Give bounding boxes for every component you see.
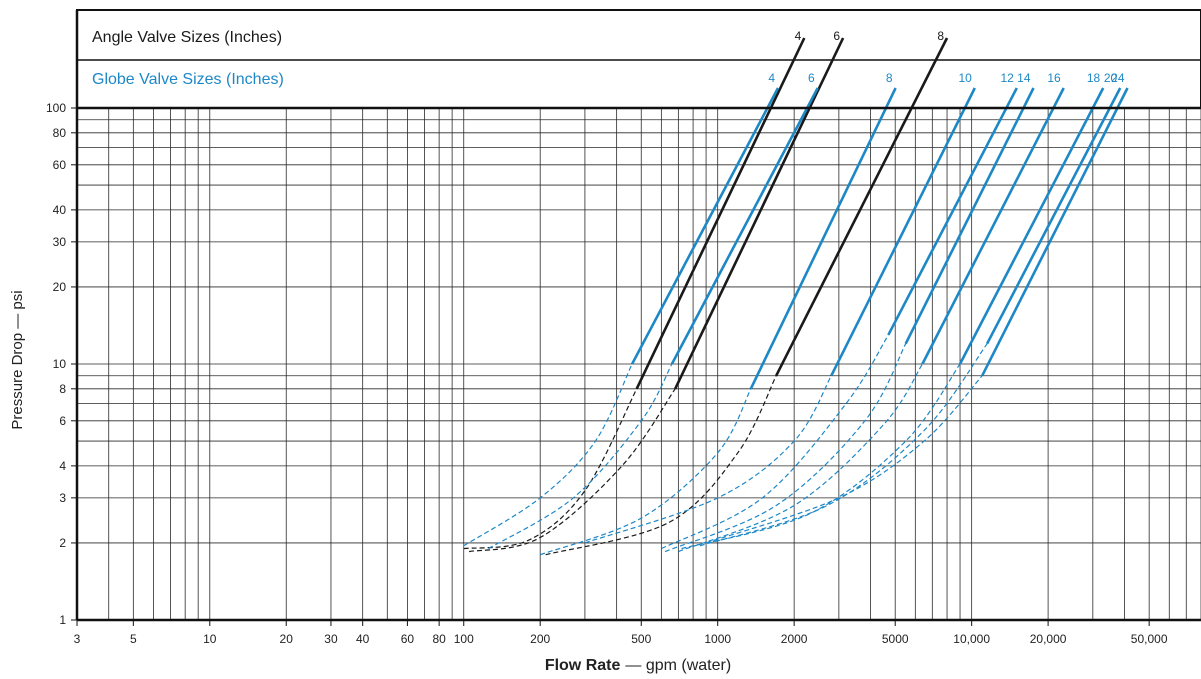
globe-valve-24-series: 24 (705, 71, 1129, 544)
dashed-curve (678, 363, 923, 553)
y-tick-label: 8 (59, 382, 66, 396)
globe-size-label: 18 (1087, 71, 1101, 85)
angle-valve-4-series: 4 (463, 29, 806, 550)
x-tick-label: 80 (432, 632, 446, 646)
x-tick-label: 10,000 (953, 632, 990, 646)
dashed-curve (661, 334, 889, 550)
globe-size-label: 8 (886, 71, 893, 85)
globe-valve-20-series: 20 (699, 71, 1122, 547)
y-tick-label: 3 (59, 491, 66, 505)
globe-size-label: 16 (1047, 71, 1061, 85)
y-tick-label: 30 (53, 235, 67, 249)
solid-line (670, 87, 819, 365)
angle-valve-6-series: 6 (468, 29, 845, 553)
y-tick-label: 6 (59, 414, 66, 428)
dashed-curve (463, 388, 638, 550)
x-axis-label: Flow Rate — gpm (water) (545, 657, 731, 674)
globe-valve-12-series: 12 (661, 71, 1018, 550)
angle-size-label: 8 (937, 29, 944, 43)
valve-size-header: Angle Valve Sizes (Inches) Globe Valve S… (76, 9, 1201, 109)
dashed-curve (539, 388, 752, 556)
y-tick-label: 2 (59, 536, 66, 550)
globe-valve-18-series: 18 (681, 71, 1105, 550)
dashed-curve (705, 375, 983, 544)
solid-line (985, 87, 1122, 345)
x-tick-label: 1000 (704, 632, 731, 646)
globe-size-label: 6 (808, 71, 815, 85)
x-tick-label: 40 (356, 632, 370, 646)
globe-size-label: 20 (1104, 71, 1118, 85)
x-tick-label: 5000 (882, 632, 909, 646)
x-tick-label: 5 (130, 632, 137, 646)
globe-size-label: 10 (958, 71, 972, 85)
x-tick-label: 30 (324, 632, 338, 646)
solid-line (830, 87, 976, 377)
y-tick-label: 40 (53, 203, 67, 217)
solid-line (749, 87, 897, 390)
x-tick-label: 10 (203, 632, 217, 646)
x-tick-label: 2000 (781, 632, 808, 646)
y-tick-label: 20 (53, 280, 67, 294)
dashed-curve (488, 363, 673, 550)
y-tick-label: 1 (59, 613, 66, 627)
globe-valve-4-series: 4 (463, 71, 780, 547)
y-tick-label: 60 (53, 158, 67, 172)
dashed-curve (463, 363, 633, 547)
y-axis-label: Pressure Drop — psi (9, 290, 26, 429)
x-tick-label: 20,000 (1030, 632, 1067, 646)
x-tick-label: 60 (401, 632, 415, 646)
y-tick-label: 10 (53, 357, 67, 371)
x-tick-label: 200 (530, 632, 550, 646)
globe-valve-16-series: 16 (678, 71, 1065, 553)
header-frame (76, 9, 1201, 109)
globe-valve-14-series: 14 (664, 71, 1035, 553)
globe-valve-10-series: 10 (584, 71, 976, 544)
solid-line (904, 87, 1035, 345)
dashed-curve (664, 343, 907, 553)
globe-valve-6-series: 6 (488, 71, 819, 550)
y-tick-label: 80 (53, 126, 67, 140)
x-tick-label: 500 (631, 632, 651, 646)
x-tick-label: 50,000 (1131, 632, 1168, 646)
x-tick-label: 20 (280, 632, 294, 646)
globe-size-label: 12 (1000, 71, 1014, 85)
dashed-curve (584, 375, 832, 544)
y-tick-label: 100 (46, 101, 66, 115)
angle-size-label: 4 (795, 29, 802, 43)
solid-line (921, 87, 1065, 365)
globe-size-label: 24 (1111, 71, 1125, 85)
solid-line (887, 87, 1018, 336)
angle-size-label: 6 (833, 29, 840, 43)
angle-valve-8-series: 8 (545, 29, 949, 556)
y-tick-label: 4 (59, 459, 66, 473)
globe-valve-8-series: 8 (539, 71, 897, 556)
x-axis-label-bold: Flow Rate (545, 657, 621, 674)
solid-line (674, 37, 845, 390)
x-tick-label: 100 (454, 632, 474, 646)
dashed-curve (681, 363, 961, 550)
dashed-curve (699, 343, 988, 547)
grid (76, 108, 1201, 621)
solid-line (775, 37, 949, 377)
solid-line (981, 87, 1129, 377)
x-axis-label-rest: — gpm (water) (625, 657, 731, 674)
globe-valve-title: Globe Valve Sizes (Inches) (92, 71, 284, 88)
x-tick-label: 3 (74, 632, 81, 646)
solid-line (630, 87, 780, 365)
angle-valve-title: Angle Valve Sizes (Inches) (92, 29, 282, 46)
dashed-curve (468, 388, 676, 553)
dashed-curve (545, 375, 777, 556)
globe-size-label: 14 (1017, 71, 1031, 85)
solid-line (958, 87, 1105, 365)
globe-size-label: 4 (768, 71, 775, 85)
solid-line (635, 37, 806, 390)
